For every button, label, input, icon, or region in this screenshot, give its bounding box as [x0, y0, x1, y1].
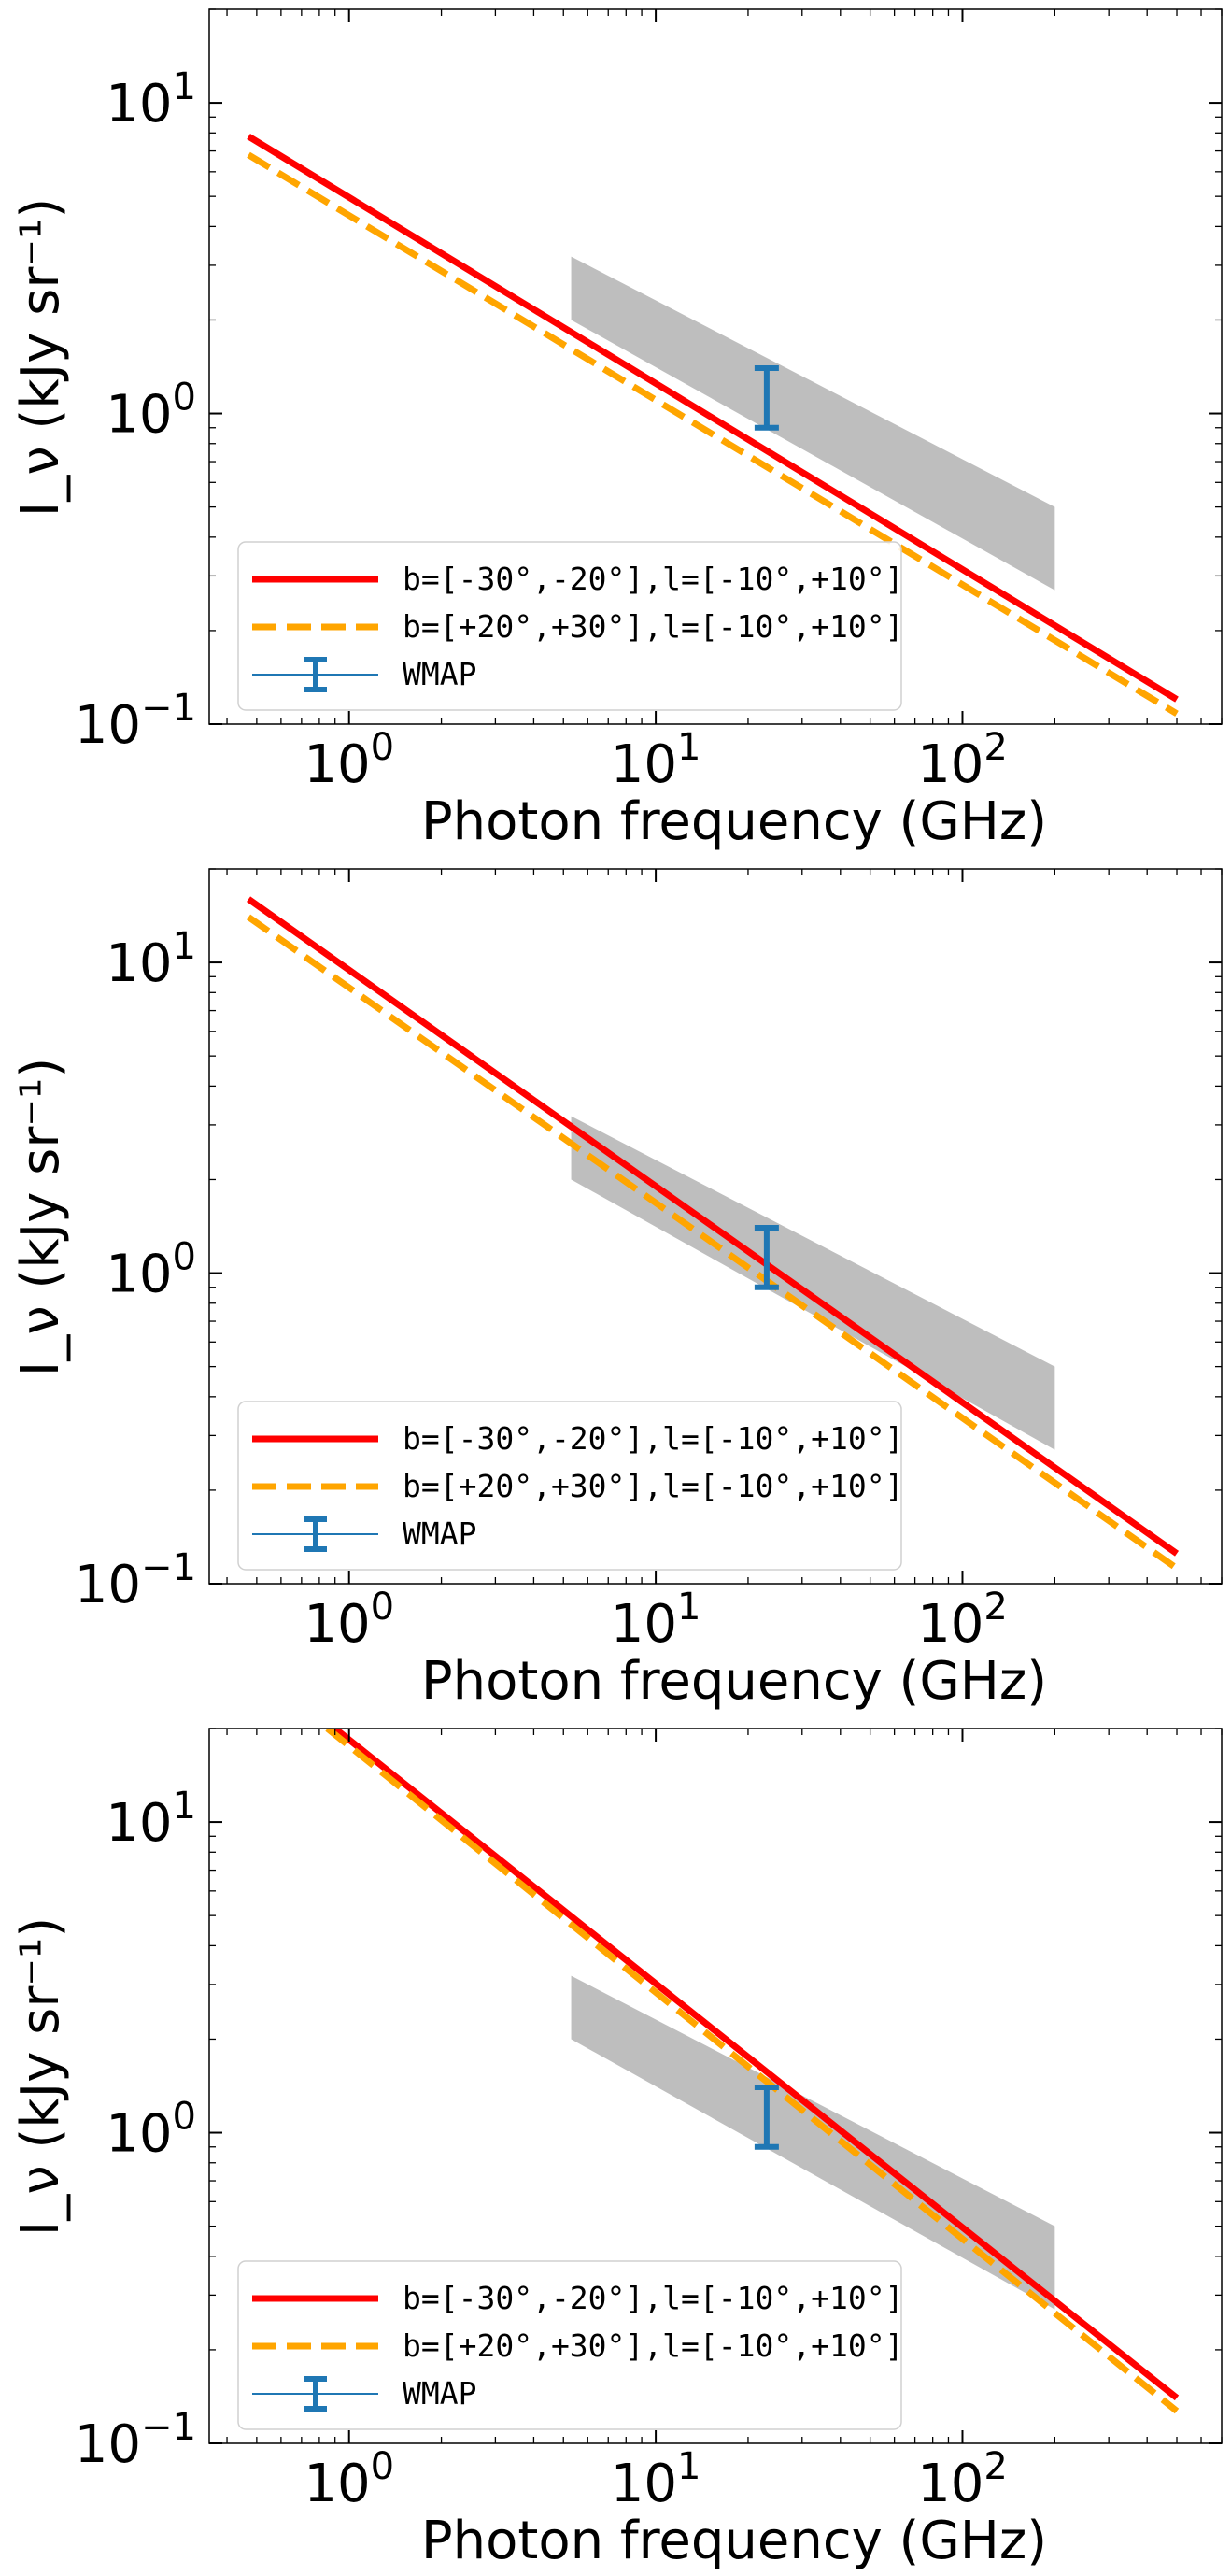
legend-label-wmap: WMAP [403, 656, 476, 692]
y-axis-label: I_ν (kJy sr⁻¹) [10, 198, 71, 517]
legend-label-wmap: WMAP [403, 2375, 476, 2412]
model-band [571, 1975, 1055, 2310]
series-line-2 [247, 914, 1180, 1572]
x-axis-label: Photon frequency (GHz) [421, 1651, 1047, 1712]
y-tick-label: 101 [106, 925, 196, 994]
x-tick-label: 100 [304, 2445, 394, 2514]
y-tick-label: 10−1 [75, 2406, 196, 2475]
x-tick-label: 101 [611, 1586, 701, 1655]
plot-area [325, 1729, 1180, 2414]
legend-label-2: b=[+20°,+30°],l=[-10°,+10°] [403, 2327, 903, 2364]
legend-label-1: b=[-30°,-20°],l=[-10°,+10°] [403, 1420, 903, 1457]
x-tick-label: 101 [611, 726, 701, 795]
legend-frame [237, 2260, 902, 2430]
legend: b=[-30°,-20°],l=[-10°,+10°] b=[+20°,+30°]… [237, 1401, 903, 1571]
x-tick-label: 102 [917, 726, 1008, 795]
y-tick-label: 100 [106, 1236, 196, 1305]
y-tick-label: 10−1 [75, 1546, 196, 1615]
x-tick-label: 101 [611, 2445, 701, 2514]
y-tick-label: 10−1 [75, 687, 196, 756]
legend-label-2: b=[+20°,+30°],l=[-10°,+10°] [403, 608, 903, 645]
x-axis-label: Photon frequency (GHz) [421, 2511, 1047, 2571]
x-tick-label: 100 [304, 726, 394, 795]
plot-area [247, 133, 1179, 717]
x-axis-label: Photon frequency (GHz) [421, 791, 1047, 852]
y-tick-label: 100 [106, 2096, 196, 2165]
legend: b=[-30°,-20°],l=[-10°,+10°] b=[+20°,+30°]… [237, 541, 903, 711]
series-line-1 [333, 1729, 1180, 2401]
legend: b=[-30°,-20°],l=[-10°,+10°] b=[+20°,+30°]… [237, 2260, 903, 2430]
axes-frame [208, 868, 1223, 1585]
axes-frame [208, 1728, 1223, 2444]
x-tick-label: 102 [917, 1586, 1008, 1655]
legend-label-1: b=[-30°,-20°],l=[-10°,+10°] [403, 561, 903, 597]
model-band [571, 1116, 1055, 1450]
x-tick-label: 102 [917, 2445, 1008, 2514]
series-line-1 [247, 133, 1179, 703]
y-tick-label: 101 [106, 1785, 196, 1854]
series-line-1 [247, 896, 1180, 1557]
legend-label-2: b=[+20°,+30°],l=[-10°,+10°] [403, 1468, 903, 1504]
model-band [571, 256, 1055, 591]
y-axis-label: I_ν (kJy sr⁻¹) [10, 1917, 71, 2236]
plot-area [247, 896, 1180, 1572]
series-line-2 [325, 1729, 1180, 2414]
legend-label-1: b=[-30°,-20°],l=[-10°,+10°] [403, 2280, 903, 2316]
legend-label-wmap: WMAP [403, 1516, 476, 1552]
series-line-2 [247, 151, 1179, 717]
legend-frame [237, 1401, 902, 1571]
y-tick-label: 100 [106, 377, 196, 446]
x-tick-label: 100 [304, 1586, 394, 1655]
axes-frame [208, 8, 1223, 725]
y-tick-label: 101 [106, 65, 196, 135]
legend-frame [237, 541, 902, 711]
y-axis-label: I_ν (kJy sr⁻¹) [10, 1058, 71, 1376]
